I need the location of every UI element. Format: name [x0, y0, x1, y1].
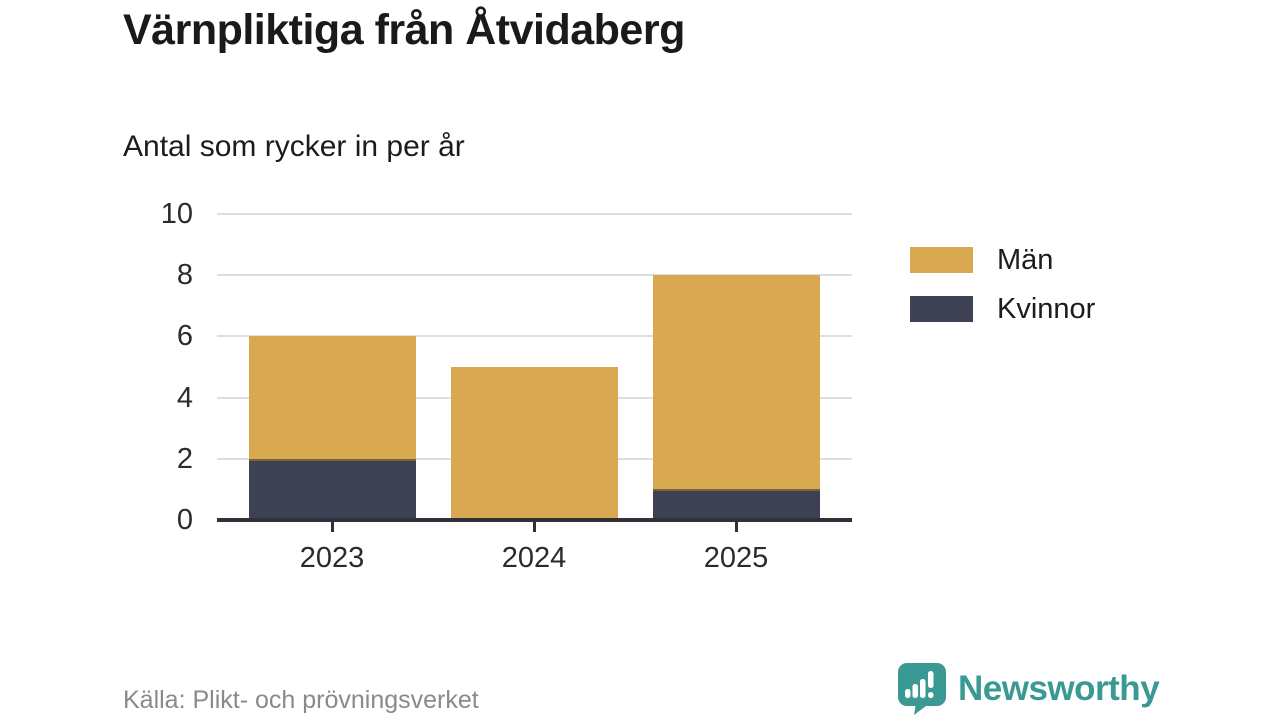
x-tick-mark — [734, 522, 738, 532]
legend-item-kvinnor: Kvinnor — [910, 293, 1096, 325]
y-tick-label: 2 — [176, 442, 193, 475]
newsworthy-logo: Newsworthy — [896, 662, 1160, 716]
bar-segment-män-2024 — [450, 367, 618, 520]
x-tick-mark — [532, 522, 536, 532]
y-tick-label: 8 — [176, 259, 193, 292]
chart-subtitle: Antal som rycker in per år — [123, 130, 465, 163]
x-tick-label: 2023 — [299, 542, 365, 574]
y-gridline — [217, 335, 852, 338]
x-tick-label: 2024 — [501, 542, 567, 574]
x-tick-label: 2025 — [703, 542, 769, 574]
y-gridline — [217, 274, 852, 277]
x-axis-line — [217, 518, 852, 522]
bar-segment-kvinnor-2025 — [652, 489, 820, 520]
legend-label-män: Män — [997, 244, 1054, 276]
bar-segment-män-2025 — [652, 275, 820, 492]
legend: Män Kvinnor — [910, 244, 1096, 325]
legend-item-män: Män — [910, 244, 1095, 276]
legend-label-kvinnor: Kvinnor — [997, 293, 1096, 325]
y-tick-label: 4 — [176, 381, 193, 414]
y-gridline — [217, 457, 852, 460]
chart-title: Värnpliktiga från Åtvidaberg — [123, 6, 685, 54]
y-tick-label: 0 — [176, 504, 193, 536]
newsworthy-speech-bubble-chart-icon — [896, 662, 948, 716]
x-tick-mark — [330, 522, 334, 532]
bar-segment-män-2023 — [248, 336, 416, 461]
y-tick-label: 6 — [176, 320, 193, 353]
y-gridline — [217, 213, 852, 215]
legend-swatch-kvinnor — [910, 296, 973, 322]
source-note: Källa: Plikt- och prövningsverket — [123, 686, 479, 714]
newsworthy-wordmark: Newsworthy — [958, 669, 1160, 708]
y-tick-label: 10 — [160, 198, 193, 230]
legend-swatch-män — [910, 247, 973, 273]
bar-segment-kvinnor-2023 — [248, 458, 416, 520]
y-gridline — [217, 396, 852, 399]
